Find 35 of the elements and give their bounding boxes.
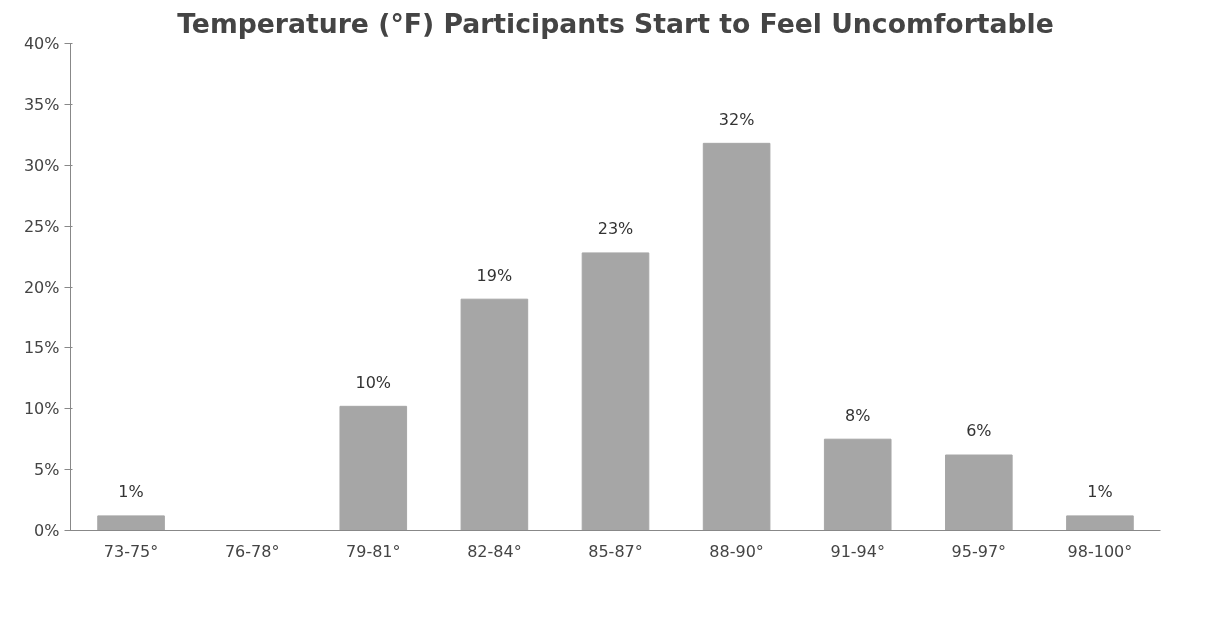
y-tick-label: 35% [23, 94, 60, 114]
data-label: 19% [476, 265, 513, 285]
y-tick-label: 15% [23, 338, 60, 358]
data-label: 6% [966, 421, 992, 441]
data-label: 10% [355, 372, 392, 392]
x-tick-label: 85-87° [588, 541, 643, 561]
bar [1066, 515, 1134, 531]
data-label: 8% [845, 405, 871, 425]
bar [945, 454, 1013, 531]
y-tick-label: 25% [23, 216, 60, 236]
y-tick-label: 30% [23, 155, 60, 175]
data-label: 1% [118, 482, 144, 502]
bar [823, 438, 892, 531]
bar [702, 142, 771, 531]
x-tick-label: 88-90° [709, 541, 764, 561]
y-tick-label: 5% [34, 460, 60, 480]
y-tick-label: 40% [23, 34, 60, 53]
data-label: 1% [1087, 482, 1113, 502]
y-tick-label: 0% [34, 521, 60, 540]
bar [339, 405, 408, 531]
data-label: 32% [718, 109, 755, 129]
x-tick-label: 73-75° [103, 541, 159, 561]
bar [97, 515, 165, 531]
bar [581, 252, 650, 531]
x-tick-label: 98-100° [1067, 541, 1133, 561]
y-tick-label: 20% [23, 277, 60, 297]
x-tick-label: 76-78° [224, 541, 280, 561]
x-tick-label: 91-94° [830, 541, 885, 561]
x-tick-label: 82-84° [467, 541, 522, 561]
x-tick-label: 95-97° [951, 541, 1007, 561]
data-label: 23% [597, 219, 634, 239]
bar [460, 298, 529, 531]
x-tick-label: 79-81° [346, 541, 401, 561]
chart-title: Temperature (°F) Participants Start to Feel Uncomfortable [177, 7, 1054, 39]
y-tick-label: 10% [23, 399, 60, 419]
